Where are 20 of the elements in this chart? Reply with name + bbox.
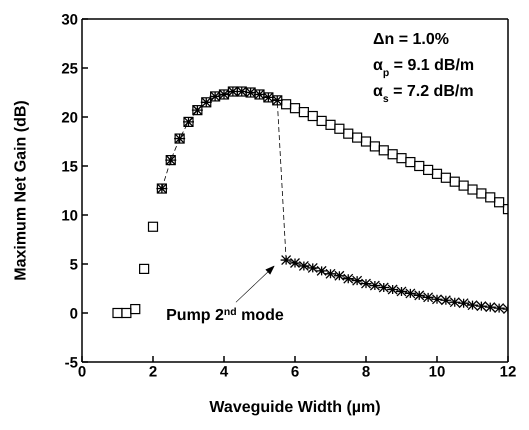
x-tick-label: 12: [500, 364, 516, 381]
y-tick-label: 5: [70, 256, 78, 274]
x-tick-label: 2: [148, 364, 158, 381]
y-tick-label: -5: [64, 354, 78, 372]
x-tick-label: 4: [220, 364, 229, 381]
y-tick-label: 10: [61, 207, 78, 224]
x-axis-title: Waveguide Width (µm): [209, 399, 381, 416]
y-axis-title: Maximum Net Gain (dB): [12, 100, 30, 281]
y-tick-label: 30: [61, 11, 78, 28]
y-tick-label: 15: [61, 158, 78, 176]
annotation: α$_{p}$ = 9.1 dB/m: [373, 57, 474, 78]
x-tick-label: 6: [290, 364, 300, 381]
x-tick-label: 10: [428, 364, 446, 381]
annotation: Δn = 1.0%: [373, 31, 449, 48]
y-tick-label: 25: [61, 60, 78, 78]
annotation: α$_{s}$ = 7.2 dB/m: [373, 83, 474, 104]
x-tick-label: 8: [362, 364, 370, 381]
annotation: Pump 2$^{nd}$ mode: [166, 306, 284, 324]
y-tick-label: 0: [70, 305, 78, 322]
y-tick-label: 20: [61, 109, 78, 126]
